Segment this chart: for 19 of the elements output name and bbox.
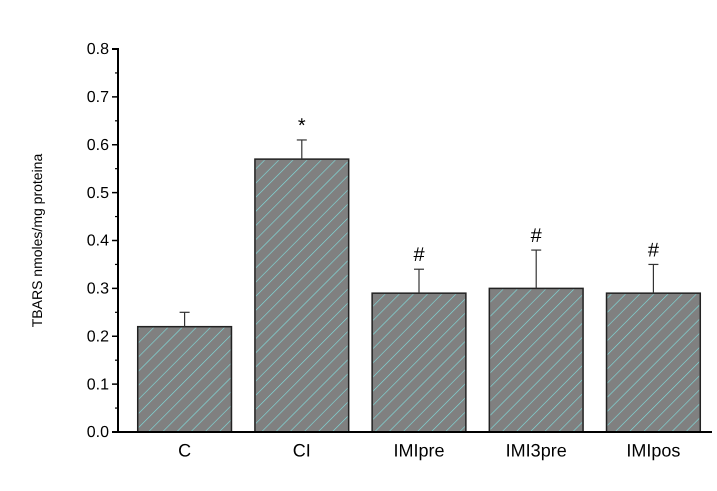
x-tick-label: IMI3pre: [506, 440, 567, 461]
x-tick-label: IMIpos: [626, 440, 680, 461]
y-tick-label: 0.8: [86, 41, 110, 58]
annotation: #: [530, 225, 543, 248]
annotation: #: [413, 244, 426, 266]
y-tick-label: 0.7: [86, 88, 110, 106]
y-tick-label: 0.3: [86, 280, 110, 298]
x-tick-label: C: [178, 440, 192, 461]
y-tick-label: 0.0: [86, 424, 110, 442]
x-tick-label: CI: [292, 440, 311, 461]
x-tick-label: IMIpre: [393, 440, 445, 461]
y-tick-label: 0.5: [86, 184, 110, 202]
y-tick-label: 0.2: [86, 328, 110, 346]
annotation: *: [298, 114, 306, 137]
annotation: #: [648, 239, 660, 262]
y-tick-label: 0.6: [86, 136, 110, 154]
y-tick-label: 0.1: [86, 376, 110, 394]
y-tick-label: 0.4: [86, 232, 110, 250]
y-axis-title: TBARS nmoles/mg proteina: [29, 154, 45, 328]
